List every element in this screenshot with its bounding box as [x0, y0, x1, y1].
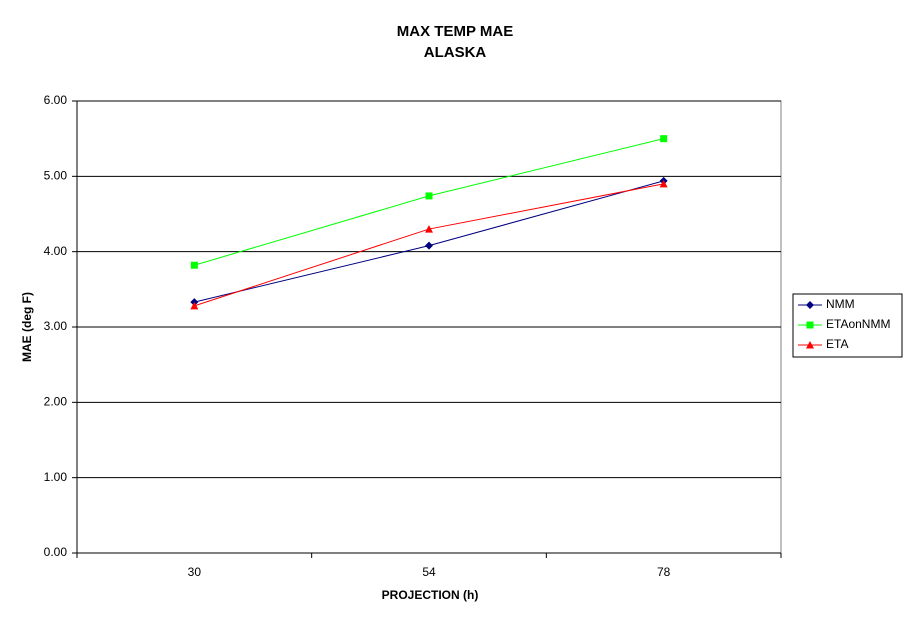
y-axis-title: MAE (deg F): [20, 292, 34, 362]
legend-marker: [806, 301, 814, 309]
y-tick-label: 3.00: [44, 319, 68, 333]
y-tick-label: 6.00: [44, 93, 68, 107]
y-tick-label: 1.00: [44, 470, 68, 484]
data-point: [660, 135, 668, 143]
data-point: [425, 225, 433, 233]
chart-title: MAX TEMP MAE: [397, 23, 513, 40]
x-tick-label: 30: [188, 565, 202, 579]
data-point: [425, 241, 433, 250]
data-point: [190, 301, 199, 310]
y-tick-label: 5.00: [44, 169, 68, 183]
data-point: [659, 179, 668, 188]
x-tick-label: 54: [422, 565, 436, 579]
y-tick-label: 4.00: [44, 244, 68, 258]
y-tick-label: 0.00: [44, 545, 68, 559]
legend-marker: [806, 321, 814, 329]
legend-label: ETA: [826, 337, 848, 351]
data-point: [425, 192, 433, 200]
legend-label: NMM: [826, 297, 855, 311]
x-tick-label: 78: [657, 565, 671, 579]
x-axis-title: PROJECTION (h): [382, 588, 479, 602]
y-tick-label: 2.00: [44, 395, 68, 409]
legend-label: ETAonNMM: [826, 317, 890, 331]
legend-marker: [806, 341, 814, 349]
data-point: [190, 261, 198, 269]
chart-subtitle: ALASKA: [424, 44, 487, 61]
